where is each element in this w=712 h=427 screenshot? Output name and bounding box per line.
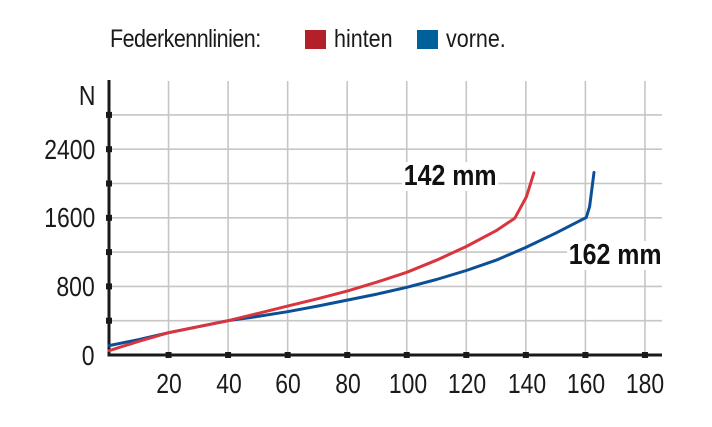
annotation-rear-travel: 142 mm [402,160,499,192]
x-tick-label-100: 100 [388,368,428,399]
legend-title: Federkennlinien: [110,24,261,53]
x-tick-mark [165,352,172,358]
x-tick-label-160: 160 [566,368,606,399]
x-tick-label-80: 80 [335,368,361,399]
y-tick-mark [106,180,112,187]
annotation-front-travel: 162 mm [567,239,664,271]
x-tick-mark [582,352,589,358]
legend: Federkennlinien: [110,22,285,56]
y-tick-label-800: 800 [56,271,95,302]
legend-label-vorne: vorne. [446,24,506,53]
y-tick-label-0: 0 [82,340,95,371]
y-tick-label-1600: 1600 [43,202,95,233]
x-tick-label-40: 40 [216,368,242,399]
x-tick-mark [641,352,648,358]
y-tick-mark [106,214,112,221]
x-tick-label-20: 20 [156,368,182,399]
axes [106,80,662,358]
x-tick-mark [403,352,410,358]
legend-label-hinten: hinten [334,24,393,53]
x-tick-mark [344,352,351,358]
x-tick-mark [463,352,470,358]
legend-item-hinten: hinten [305,22,402,56]
series-line-hinten [107,171,536,353]
x-tick-mark [522,352,529,358]
y-tick-mark [106,146,112,153]
grid-lines [109,81,662,355]
legend-swatch-red [305,29,326,49]
x-tick-mark [284,352,291,358]
series-lines [107,170,596,353]
series-line-vorne [107,170,596,348]
x-tick-label-140: 140 [507,368,547,399]
y-tick-mark [106,283,112,290]
y-tick-mark [106,317,112,324]
legend-swatch-blue [417,29,438,49]
y-tick-label-2400: 2400 [43,134,95,165]
x-tick-label-180: 180 [625,368,665,399]
legend-item-vorne: vorne. [417,22,515,56]
y-axis-unit: N [78,80,96,111]
x-tick-label-120: 120 [447,368,487,399]
y-tick-mark [106,249,112,256]
x-tick-label-60: 60 [275,368,301,399]
y-tick-mark [106,111,112,118]
x-tick-mark [225,352,232,358]
